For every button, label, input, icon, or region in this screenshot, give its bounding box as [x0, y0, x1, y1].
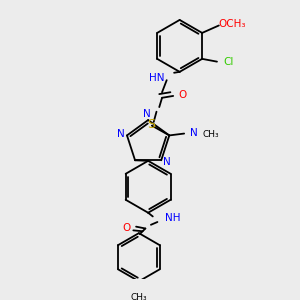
Text: N: N: [163, 157, 171, 167]
Text: N: N: [190, 128, 197, 138]
Text: CH₃: CH₃: [203, 130, 219, 139]
Text: OCH₃: OCH₃: [218, 19, 246, 28]
Text: N: N: [143, 109, 151, 118]
Text: HN: HN: [149, 73, 165, 83]
Text: NH: NH: [165, 213, 180, 223]
Text: N: N: [117, 129, 124, 139]
Text: O: O: [123, 223, 131, 232]
Text: O: O: [178, 90, 187, 100]
Text: Cl: Cl: [223, 57, 233, 67]
Text: CH₃: CH₃: [130, 292, 147, 300]
Text: S: S: [147, 118, 155, 131]
